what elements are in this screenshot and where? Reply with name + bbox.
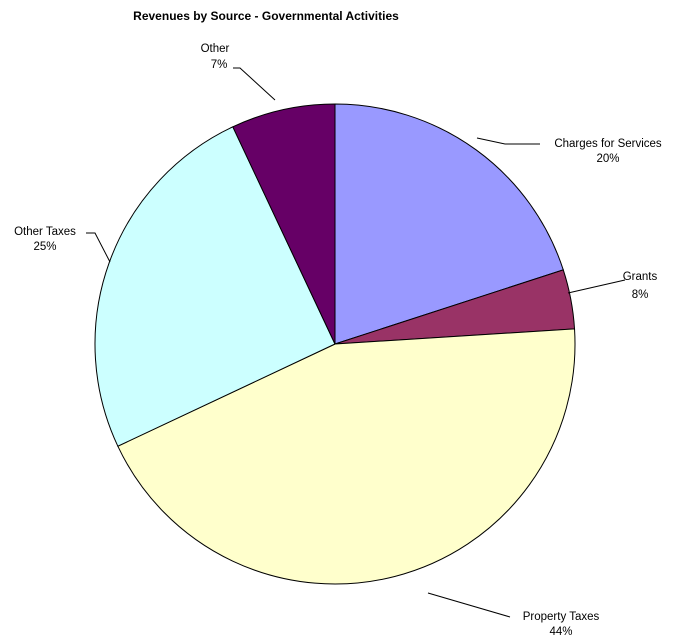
label-charges-name: Charges for Services	[554, 138, 662, 150]
leader-line-other	[233, 67, 276, 101]
leader-lines	[86, 67, 626, 618]
label-othertaxes-percent: 25%	[33, 241, 56, 253]
label-property-taxes: Property Taxes 44%	[523, 611, 600, 638]
leader-line-grants	[567, 279, 626, 294]
pie-slice-other	[232, 103, 336, 345]
slice-labels: Charges for Services 20% Grants 8% Prope…	[14, 43, 662, 638]
label-other: Other 7%	[201, 43, 230, 71]
label-other-name: Other	[201, 43, 230, 55]
pie-slices	[94, 103, 576, 585]
label-other-taxes: Other Taxes 25%	[14, 226, 76, 253]
pie-slice-othertaxes	[94, 126, 336, 447]
label-property-name: Property Taxes	[523, 611, 600, 623]
label-charges-for-services: Charges for Services 20%	[554, 138, 662, 165]
label-othertaxes-name: Other Taxes	[14, 226, 76, 238]
label-charges-percent: 20%	[596, 153, 619, 165]
label-other-percent: 7%	[211, 59, 228, 71]
label-grants-percent: 8%	[632, 289, 649, 301]
label-grants: Grants 8%	[623, 271, 658, 301]
leader-line-othertaxes	[86, 232, 111, 263]
leader-line-charges	[476, 137, 540, 145]
chart-title: Revenues by Source - Governmental Activi…	[133, 9, 399, 23]
label-property-percent: 44%	[549, 626, 572, 638]
label-grants-name: Grants	[623, 271, 658, 283]
leader-line-property	[427, 592, 511, 618]
pie-slice-charges	[334, 103, 564, 345]
